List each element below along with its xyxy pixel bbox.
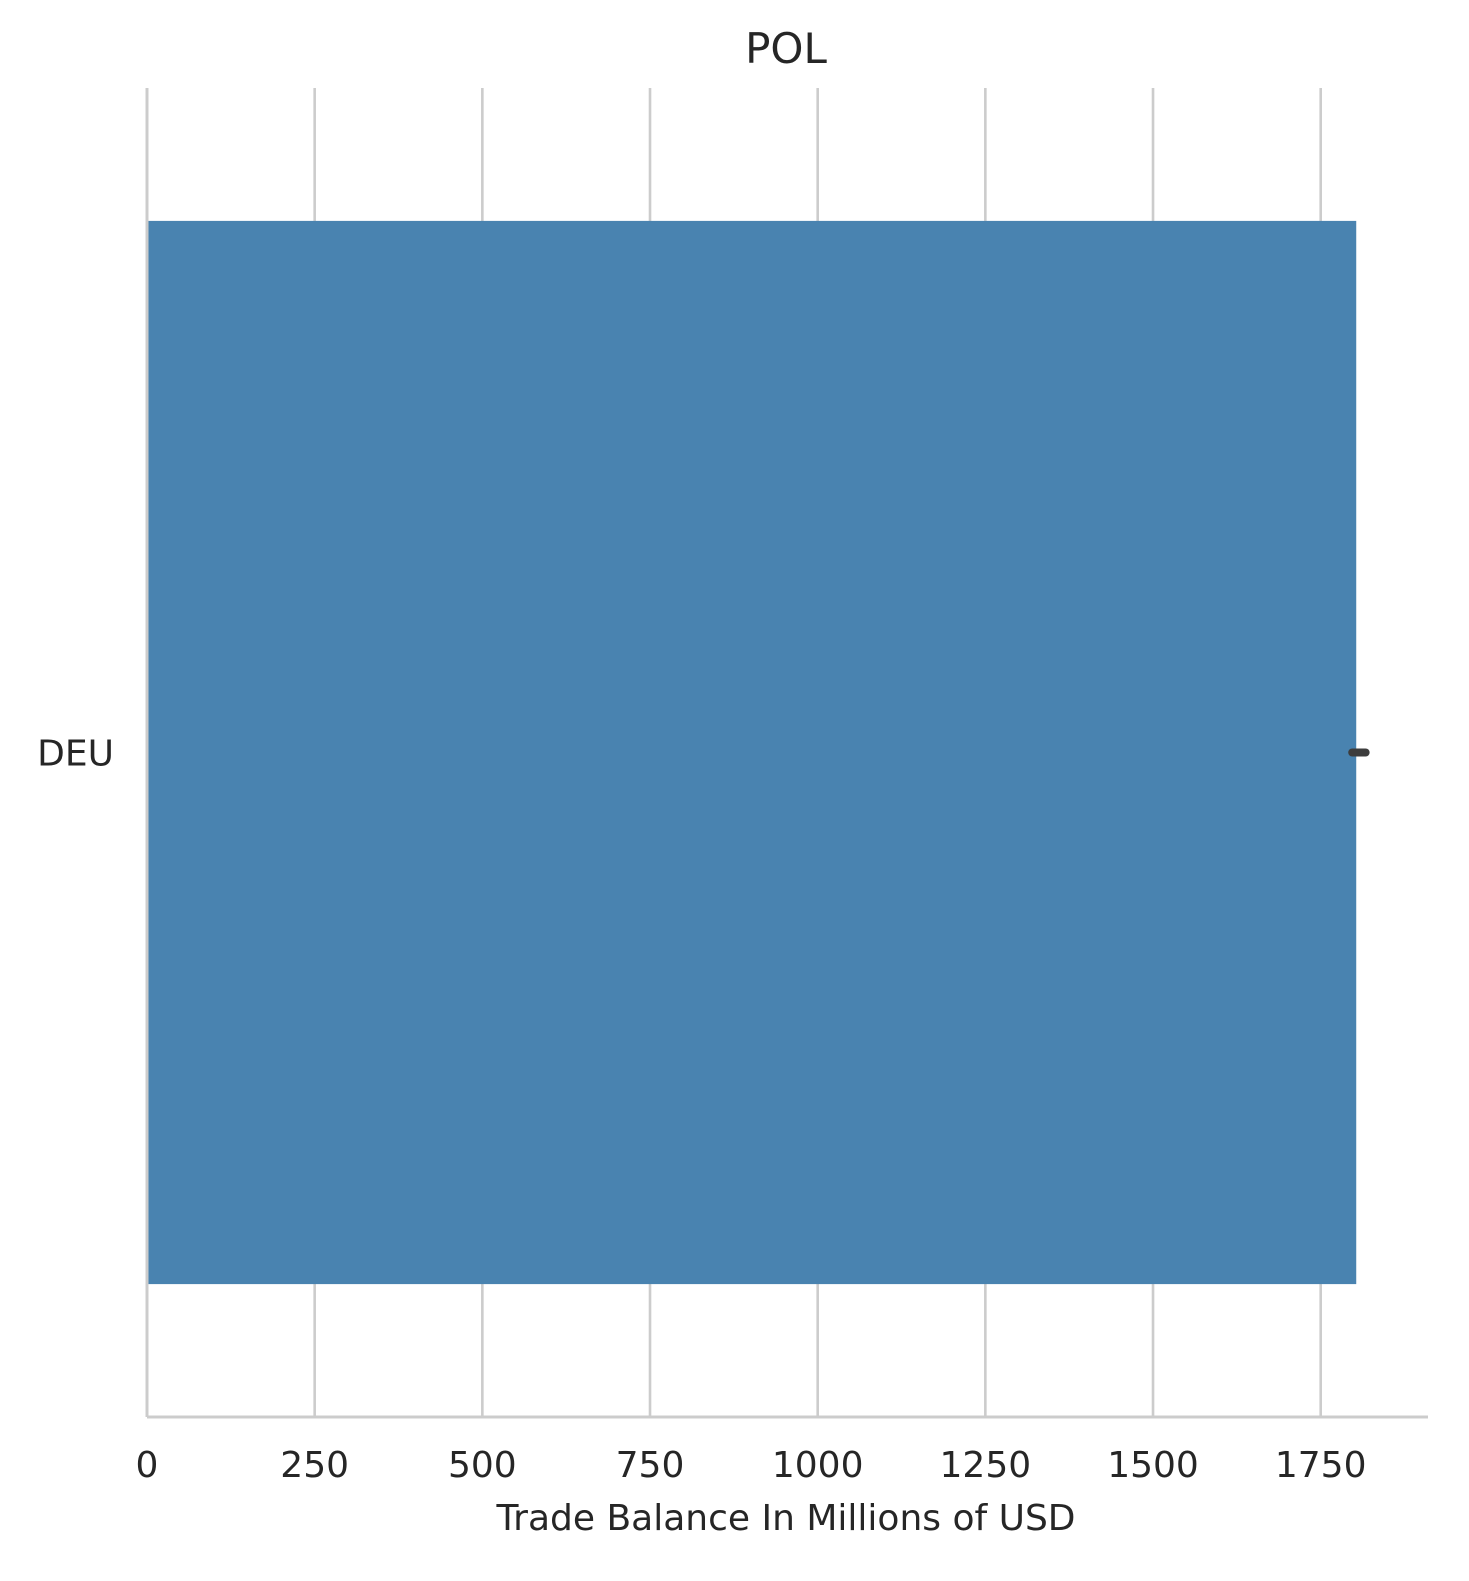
x-tick-label-7: 1750 bbox=[1275, 1445, 1367, 1486]
chart-title: POL bbox=[745, 24, 827, 73]
x-axis-label: Trade Balance In Millions of USD bbox=[495, 1498, 1075, 1539]
y-tick-label-deu: DEU bbox=[37, 734, 114, 775]
x-tick-label-3: 750 bbox=[616, 1445, 685, 1486]
x-tick-label-2: 500 bbox=[448, 1445, 517, 1486]
axis-layer bbox=[145, 88, 1428, 1419]
x-tick-label-5: 1250 bbox=[940, 1445, 1032, 1486]
x-tick-label-6: 1500 bbox=[1107, 1445, 1199, 1486]
x-tick-labels: 0 250 500 750 1000 1250 1500 1750 bbox=[136, 1445, 1367, 1486]
x-tick-label-4: 1000 bbox=[772, 1445, 864, 1486]
y-tick-labels: DEU bbox=[37, 734, 114, 775]
x-tick-label-1: 250 bbox=[280, 1445, 349, 1486]
x-tick-label-0: 0 bbox=[136, 1445, 159, 1486]
bar-deu bbox=[147, 220, 1357, 1285]
bar-layer bbox=[147, 220, 1370, 1285]
